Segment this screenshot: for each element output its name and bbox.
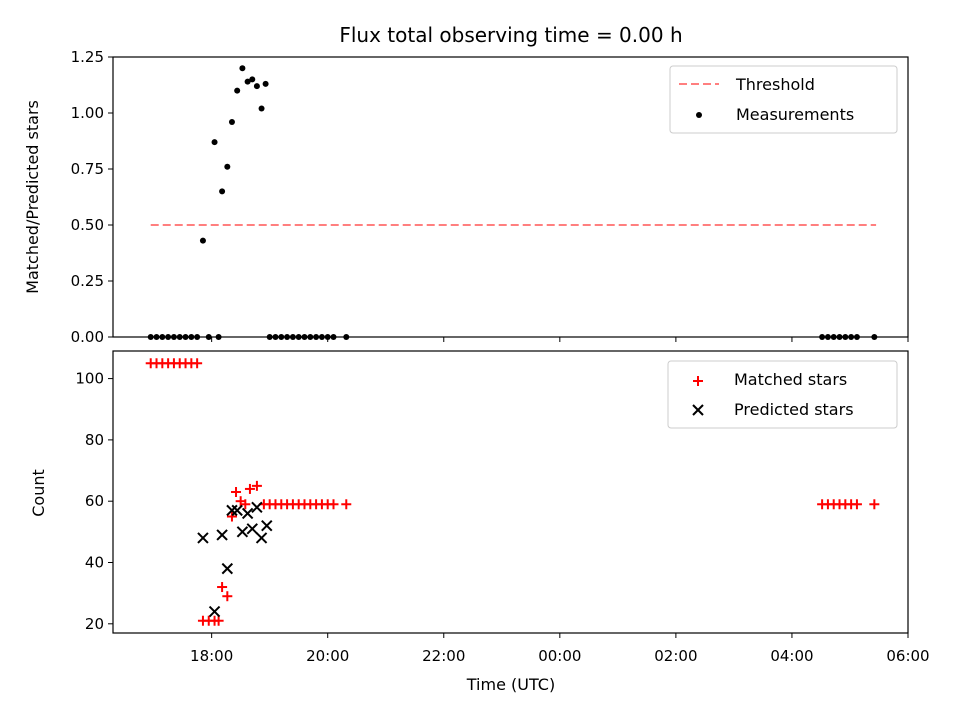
legend-threshold-label: Threshold bbox=[735, 75, 815, 94]
bottom-plot-area: 20 40 60 80 100 18:00 20:00 22:00 00:00 02:00 04:0… bbox=[75, 350, 930, 665]
measurement-point bbox=[234, 87, 241, 94]
top-plot-area: 0.00 0.25 0.50 0.75 1.00 1.25 Threshold Measure… bbox=[71, 48, 909, 346]
x-tick-label: 02:00 bbox=[654, 647, 697, 665]
predicted-star-point bbox=[208, 605, 221, 618]
matched-star-point bbox=[226, 511, 237, 522]
measurement-point bbox=[224, 163, 231, 170]
measurement-point bbox=[253, 83, 260, 90]
bottom-y-tick-label: 40 bbox=[85, 554, 104, 572]
predicted-star-point bbox=[261, 520, 273, 532]
x-tick-label: 06:00 bbox=[886, 647, 929, 665]
matched-star-point bbox=[851, 499, 862, 510]
matched-star-point bbox=[231, 487, 242, 497]
top-legend: Threshold Measurements bbox=[669, 65, 898, 134]
x-stroke-b bbox=[241, 507, 254, 520]
measurement-point bbox=[199, 237, 206, 244]
matched-star-point bbox=[222, 591, 233, 602]
x-tick-label: 22:00 bbox=[422, 647, 465, 665]
matched-star-point bbox=[328, 499, 339, 510]
x-stroke-b bbox=[255, 532, 268, 544]
legend-predicted-label: Predicted stars bbox=[734, 400, 854, 419]
x-stroke-b bbox=[261, 520, 273, 532]
bottom-y-tick-label: 20 bbox=[85, 615, 104, 633]
legend-matched-swatch bbox=[693, 376, 703, 386]
legend-measurements-swatch bbox=[696, 112, 702, 118]
bottom-y-axis-label: Count bbox=[29, 469, 48, 517]
predicted-star-point bbox=[231, 504, 243, 517]
top-y-tick-label: 1.25 bbox=[71, 48, 104, 66]
top-y-tick-label: 0.50 bbox=[71, 216, 104, 234]
measurement-point bbox=[258, 105, 265, 112]
x-tick-label: 04:00 bbox=[770, 647, 813, 665]
x-stroke-b bbox=[208, 605, 221, 618]
x-stroke-b bbox=[692, 404, 704, 416]
predicted-star-point bbox=[226, 504, 238, 517]
x-stroke-b bbox=[221, 562, 234, 575]
chart-title: Flux total observing time = 0.00 h bbox=[339, 23, 682, 47]
predicted-star-point bbox=[236, 526, 249, 538]
bottom-y-tick-label: 80 bbox=[85, 431, 104, 449]
x-stroke-b bbox=[226, 504, 238, 517]
top-y-tick-label: 0.75 bbox=[71, 160, 104, 178]
top-plot-frame bbox=[112, 56, 909, 338]
matched-star-point bbox=[244, 483, 255, 494]
top-y-tick-label: 0.25 bbox=[71, 272, 104, 290]
measurement-point bbox=[239, 65, 246, 72]
x-stroke-b bbox=[246, 523, 258, 535]
bottom-legend-box bbox=[667, 360, 898, 429]
predicted-star-point bbox=[246, 523, 258, 535]
bottom-y-tick-label: 100 bbox=[75, 370, 104, 388]
predicted-star-point bbox=[221, 562, 234, 575]
x-stroke-b bbox=[197, 532, 209, 544]
x-tick-label: 20:00 bbox=[306, 647, 349, 665]
predicted-star-point bbox=[255, 532, 268, 544]
x-tick-label: 18:00 bbox=[190, 647, 233, 665]
bottom-legend: Matched stars Predicted stars bbox=[667, 360, 898, 429]
top-legend-box bbox=[669, 65, 898, 134]
matched-star-point bbox=[217, 582, 228, 593]
measurement-point bbox=[249, 76, 256, 83]
measurement-point bbox=[244, 78, 251, 85]
x-stroke-b bbox=[236, 526, 249, 538]
matched-star-point bbox=[869, 499, 880, 510]
measurement-point bbox=[219, 188, 226, 195]
bottom-plot-frame bbox=[112, 350, 909, 634]
measurement-point bbox=[262, 80, 269, 87]
matched-star-point bbox=[192, 358, 203, 369]
predicted-star-point bbox=[251, 501, 263, 514]
x-tick-label: 00:00 bbox=[538, 647, 581, 665]
bottom-y-tick-label: 60 bbox=[85, 492, 104, 510]
measurement-point bbox=[228, 118, 235, 125]
top-y-tick-label: 0.00 bbox=[71, 328, 104, 346]
matched-star-point bbox=[213, 615, 224, 626]
predicted-star-point bbox=[197, 532, 209, 544]
matched-star-point bbox=[341, 499, 352, 510]
top-y-tick-label: 1.00 bbox=[71, 104, 104, 122]
x-stroke-b bbox=[251, 501, 263, 514]
predicted-star-point bbox=[216, 529, 228, 541]
predicted-star-point bbox=[241, 507, 254, 520]
matched-star-point bbox=[251, 480, 262, 491]
x-axis-label: Time (UTC) bbox=[466, 675, 555, 694]
measurement-point bbox=[211, 139, 218, 146]
x-stroke-b bbox=[216, 529, 228, 541]
legend-matched-label: Matched stars bbox=[734, 370, 847, 389]
legend-measurements-label: Measurements bbox=[736, 105, 854, 124]
top-y-axis-label: Matched/Predicted stars bbox=[23, 100, 42, 294]
x-stroke-b bbox=[231, 504, 243, 517]
matched-star-point bbox=[240, 499, 251, 510]
legend-predicted-swatch bbox=[692, 404, 704, 416]
